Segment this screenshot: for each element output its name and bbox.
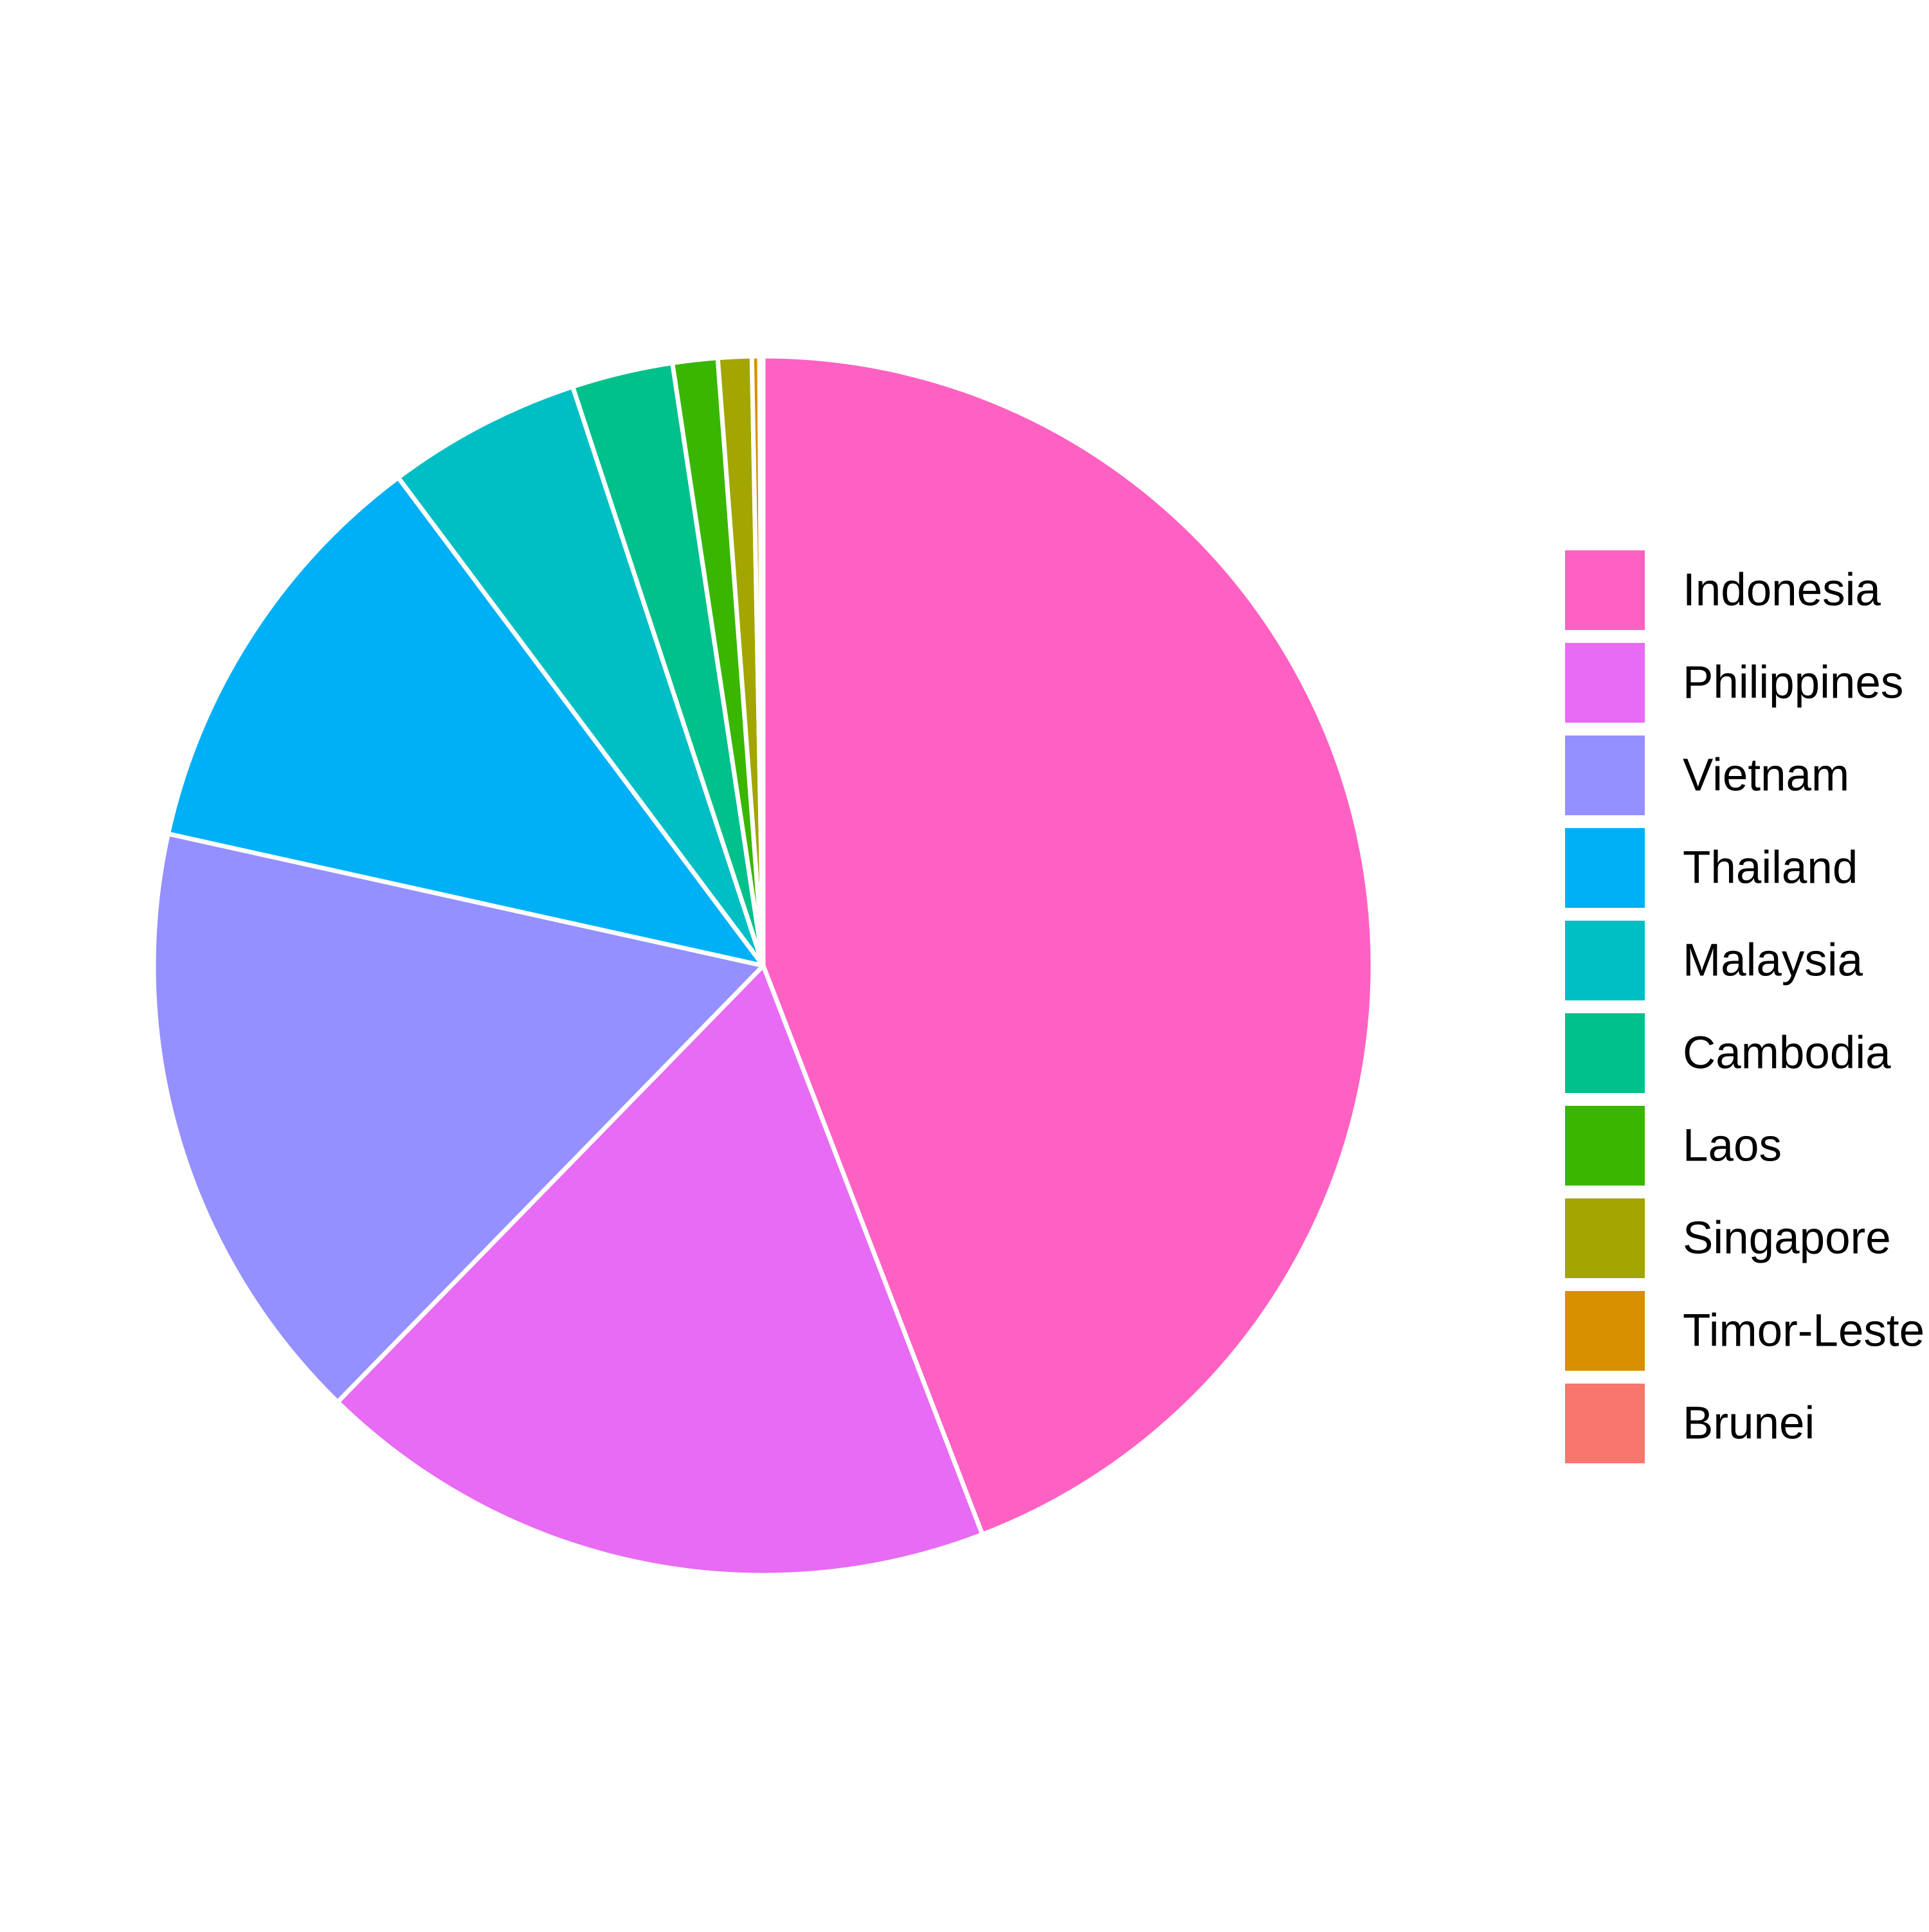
legend-key-singapore <box>1565 1198 1645 1278</box>
legend-key-cambodia <box>1565 1013 1645 1093</box>
legend-key-thailand <box>1565 828 1645 908</box>
legend-key-vietnam <box>1565 736 1645 815</box>
legend-label-timor-leste: Timor-Leste <box>1683 1306 1924 1357</box>
legend-key-philippines <box>1565 643 1645 723</box>
legend-label-singapore: Singapore <box>1683 1213 1891 1264</box>
legend: Indonesia Philippines Vietnam Thailand Malay… <box>1565 550 1924 1463</box>
pie-slice-vietnam <box>151 831 766 1405</box>
legend-key-brunei <box>1565 1384 1645 1463</box>
legend-key-timor-leste <box>1565 1291 1645 1371</box>
pie-slice-brunei <box>757 354 766 968</box>
pie-slices <box>151 354 1375 1578</box>
legend-key-laos <box>1565 1106 1645 1186</box>
legend-label-indonesia: Indonesia <box>1683 565 1881 616</box>
pie-slice-indonesia <box>761 354 1375 1537</box>
legend-label-thailand: Thailand <box>1683 843 1858 894</box>
legend-label-vietnam: Vietnam <box>1683 750 1849 801</box>
legend-key-indonesia <box>1565 550 1645 630</box>
pie-slice-philippines <box>335 963 985 1578</box>
pie-slice-thailand <box>165 475 766 968</box>
legend-label-malaysia: Malaysia <box>1683 935 1863 986</box>
legend-label-laos: Laos <box>1683 1121 1782 1171</box>
legend-label-philippines: Philippines <box>1683 658 1903 709</box>
pie-slice-malaysia <box>395 384 766 968</box>
legend-label-cambodia: Cambodia <box>1683 1028 1891 1079</box>
legend-label-brunei: Brunei <box>1683 1398 1815 1449</box>
legend-key-malaysia <box>1565 921 1645 1000</box>
